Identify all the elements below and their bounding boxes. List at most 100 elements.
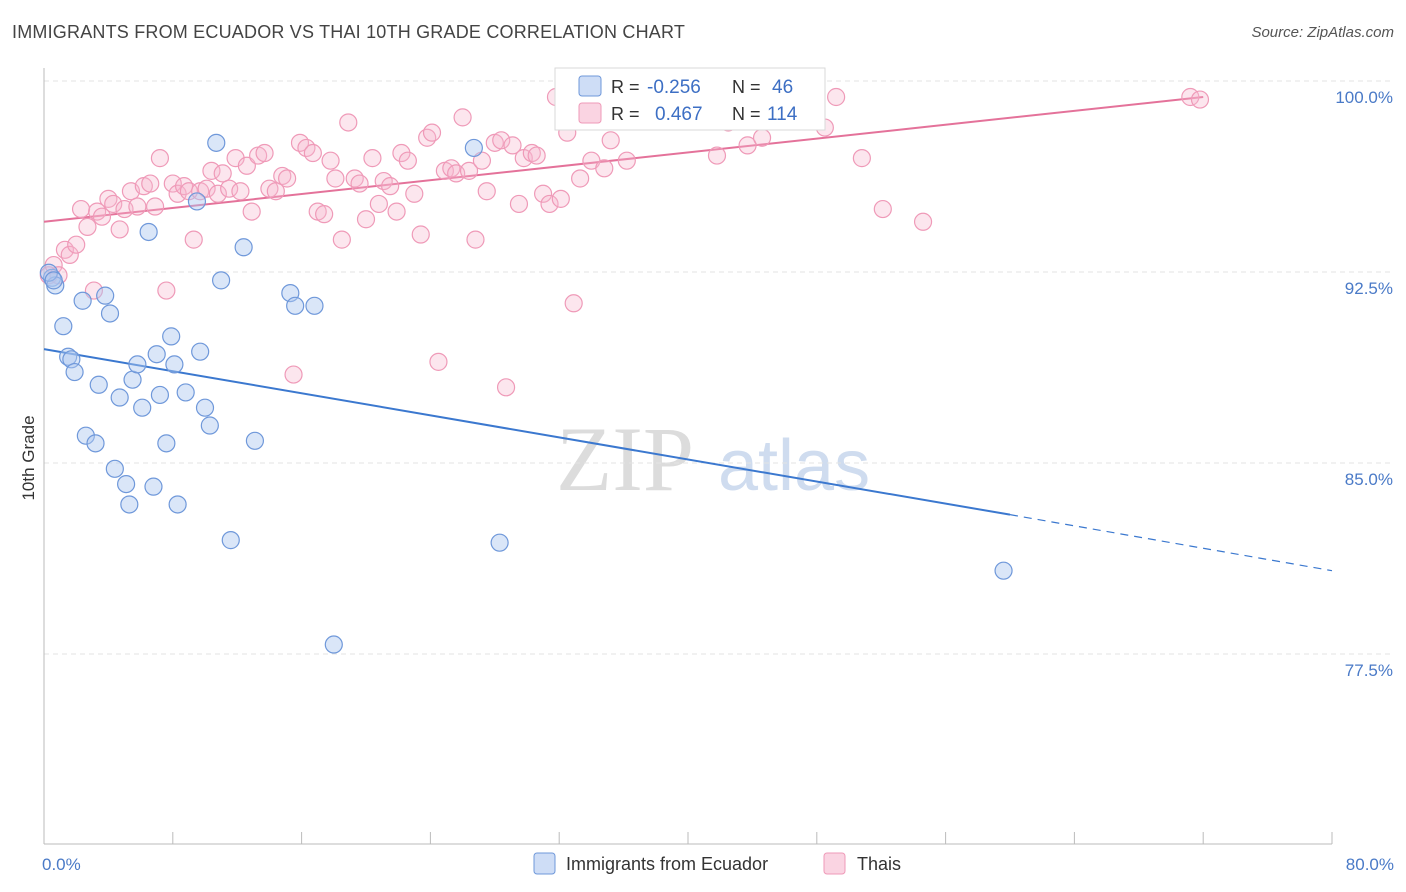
data-point-1-95 (601, 131, 620, 150)
data-point-1-22 (163, 174, 182, 193)
data-point-1-75 (477, 182, 496, 201)
data-point-0-9 (89, 375, 108, 394)
data-point-0-31 (200, 416, 219, 435)
chart-source: Source: ZipAtlas.com (1251, 24, 1394, 41)
data-point-1-24 (174, 177, 194, 196)
data-point-0-10 (96, 286, 115, 305)
data-point-1-106 (852, 149, 871, 168)
data-point-1-41 (273, 166, 292, 186)
data-point-1-23 (168, 184, 187, 203)
data-point-1-57 (369, 194, 388, 214)
y-tick-label-1: 92.5% (1345, 279, 1393, 298)
data-point-0-15 (120, 495, 139, 514)
x-tick-label-0: 0.0% (42, 855, 81, 874)
trend-layer (43, 96, 1333, 572)
bottom-legend-swatch-ecuador (533, 852, 556, 875)
data-point-0-27 (176, 383, 195, 402)
data-point-0-29 (191, 342, 210, 361)
data-point-1-59 (381, 177, 400, 196)
trend-line-dashed-0 (1009, 514, 1333, 572)
data-point-1-111 (752, 128, 772, 147)
data-point-1-108 (913, 212, 933, 231)
points-layer (39, 87, 1210, 654)
data-point-1-43 (284, 365, 303, 384)
data-point-1-42 (278, 169, 297, 188)
data-point-1-3 (55, 240, 75, 259)
data-point-0-34 (221, 531, 240, 550)
legend-swatch-thais (578, 102, 602, 124)
data-point-1-80 (509, 194, 529, 214)
data-point-0-40 (324, 635, 343, 654)
x-tick-labels: 0.0% 80.0% (42, 855, 1394, 874)
data-point-0-3 (59, 347, 78, 366)
data-point-0-7 (76, 426, 95, 445)
data-point-1-96 (617, 151, 636, 170)
data-point-1-26 (184, 230, 203, 249)
data-point-1-40 (266, 182, 285, 201)
data-point-0-2 (54, 317, 73, 336)
data-point-1-51 (332, 230, 351, 249)
data-point-1-50 (326, 169, 345, 188)
data-point-1-63 (405, 184, 424, 203)
data-point-0-16 (123, 370, 142, 389)
legend-r-label-2: R = (611, 104, 640, 124)
data-point-1-83 (527, 146, 546, 165)
data-point-1-60 (387, 202, 406, 221)
data-point-1-29 (202, 161, 221, 180)
data-point-0-26 (168, 495, 187, 514)
data-point-1-105 (827, 87, 846, 107)
data-point-1-31 (213, 164, 232, 183)
data-point-1-79 (503, 136, 522, 155)
data-point-0-18 (133, 398, 152, 417)
data-point-0-33 (212, 271, 231, 290)
data-point-1-6 (71, 199, 91, 219)
data-point-1-84 (533, 184, 553, 203)
y-axis-label: 10th Grade (19, 415, 38, 500)
data-point-0-14 (117, 474, 136, 494)
data-point-0-41 (464, 138, 483, 158)
legend-r-label-1: R = (611, 77, 640, 97)
data-point-1-16 (128, 197, 147, 216)
data-point-1-61 (392, 143, 411, 163)
data-point-1-38 (255, 143, 274, 163)
data-point-1-54 (350, 174, 369, 193)
y-tick-label-2: 85.0% (1345, 470, 1393, 489)
legend-n-label-2: N = (732, 104, 761, 124)
watermark-zip: ZIP (556, 408, 694, 510)
data-point-0-24 (162, 327, 181, 346)
data-point-1-5 (67, 235, 86, 254)
data-point-1-12 (104, 194, 123, 214)
trend-line-0 (43, 348, 1011, 516)
data-point-1-30 (208, 184, 227, 203)
data-point-1-102 (738, 136, 757, 155)
data-point-1-107 (873, 199, 892, 219)
data-point-1-13 (110, 220, 129, 239)
bottom-legend-thais: Thais (857, 854, 901, 874)
data-point-1-73 (466, 230, 485, 249)
legend-r-value-2: 0.467 (655, 104, 703, 125)
data-point-1-78 (496, 378, 516, 397)
x-tick-label-1: 80.0% (1346, 855, 1394, 874)
trend-line-1 (43, 96, 1204, 223)
data-point-0-35 (234, 238, 253, 257)
data-point-1-8 (84, 281, 104, 300)
data-point-1-82 (522, 143, 541, 163)
data-point-0-13 (110, 388, 129, 407)
data-point-1-11 (99, 189, 118, 208)
data-point-0-42 (490, 533, 509, 552)
watermark-atlas: atlas (718, 426, 870, 506)
data-point-0-22 (150, 385, 170, 405)
legend-box: R = -0.256 N = 46 R = 0.467 N = 114 (554, 67, 826, 131)
data-point-0-17 (128, 355, 147, 374)
data-point-0-21 (147, 345, 166, 364)
data-point-1-94 (595, 159, 614, 178)
data-point-1-10 (92, 207, 112, 226)
data-point-0-19 (139, 222, 158, 242)
data-point-1-36 (242, 202, 261, 221)
legend-n-value-2: 114 (767, 104, 798, 125)
data-point-0-12 (105, 459, 124, 478)
data-point-1-55 (356, 210, 376, 229)
chart-title: IMMIGRANTS FROM ECUADOR VS THAI 10TH GRA… (12, 22, 686, 42)
data-point-0-39 (305, 296, 324, 315)
data-point-1-77 (492, 131, 511, 150)
